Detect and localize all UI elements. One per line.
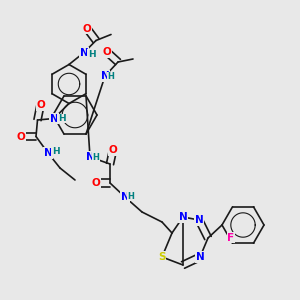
Text: N: N [85, 152, 94, 162]
Text: H: H [128, 192, 134, 201]
Text: O: O [82, 23, 91, 34]
Text: O: O [109, 145, 117, 155]
Text: H: H [52, 147, 59, 156]
Text: N: N [195, 215, 203, 225]
Text: O: O [36, 100, 45, 110]
Text: N: N [44, 148, 52, 158]
Text: N: N [196, 252, 204, 262]
Text: N: N [80, 47, 88, 58]
Text: H: H [58, 114, 65, 123]
Text: H: H [108, 72, 114, 81]
Text: N: N [178, 212, 188, 222]
Text: N: N [50, 113, 58, 124]
Text: N: N [100, 71, 109, 81]
Text: O: O [103, 47, 111, 57]
Text: H: H [93, 152, 99, 161]
Text: O: O [92, 178, 100, 188]
Text: F: F [227, 233, 235, 243]
Text: H: H [88, 50, 95, 58]
Text: O: O [16, 131, 26, 142]
Text: S: S [158, 252, 166, 262]
Text: N: N [121, 192, 129, 202]
